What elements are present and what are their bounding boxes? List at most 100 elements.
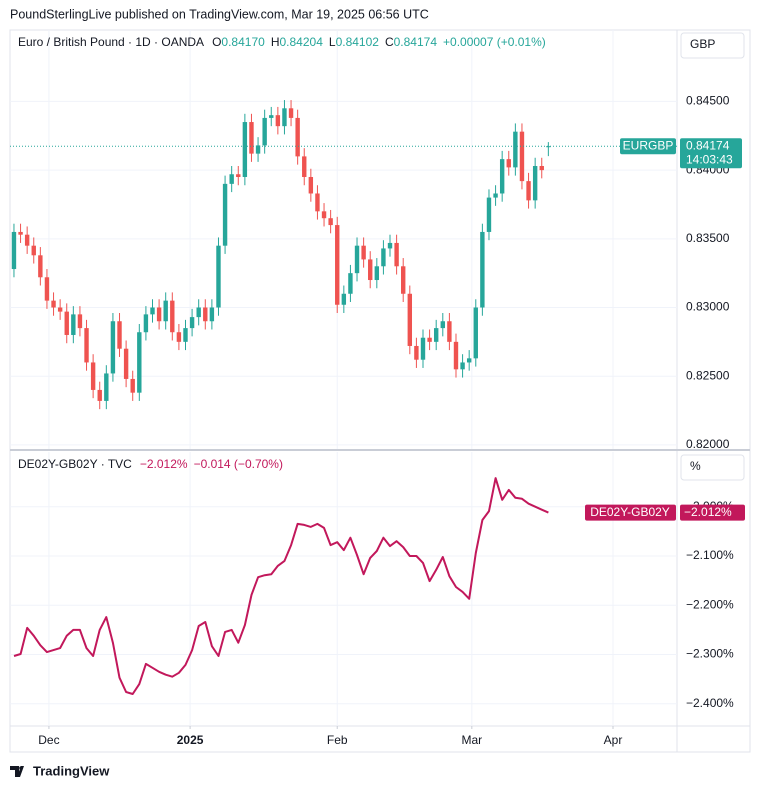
candle-body	[38, 255, 43, 278]
candle-body	[506, 159, 511, 168]
y-tick-label: 0.82000	[686, 437, 730, 451]
value-tag: −2.012%	[684, 505, 732, 519]
candle-body	[335, 225, 340, 305]
symbol-tag: EURGBP	[623, 138, 674, 152]
candle-body	[31, 245, 36, 256]
candle-body	[11, 231, 17, 270]
x-tick-label: Dec	[38, 733, 59, 747]
symbol-tag-bg	[620, 138, 676, 155]
candle-body	[170, 300, 175, 333]
ohlc-value: 0.84174	[394, 35, 438, 49]
candle-body	[539, 166, 544, 171]
candle-body	[321, 211, 327, 219]
candle-body	[275, 115, 281, 127]
value-tag-bg	[680, 504, 745, 521]
candle-body	[374, 266, 380, 281]
candle-body	[282, 108, 287, 127]
pane-title: Euro / British Pound · 1D · OANDA O0.8417…	[18, 35, 546, 49]
x-tick-label: Apr	[604, 733, 623, 747]
change: −0.014 (−0.70%)	[194, 457, 283, 471]
candle-body	[249, 122, 254, 154]
candle-body	[229, 174, 234, 184]
candle-body	[546, 146, 551, 148]
candle-body	[156, 307, 162, 322]
candle-body	[453, 341, 459, 370]
candle-body	[427, 337, 432, 342]
candle-body	[486, 197, 492, 232]
candle-body	[104, 373, 109, 401]
ohlc-value: 0.84170	[221, 35, 265, 49]
ohlc-value: 0.84102	[336, 35, 380, 49]
logo-dot	[19, 766, 23, 770]
price-tag: 0.84174	[686, 138, 730, 152]
candle-body	[117, 321, 122, 349]
candle-body	[401, 266, 406, 294]
candle-body	[407, 293, 413, 346]
candle-body	[447, 321, 452, 342]
candle-body	[97, 389, 102, 401]
candle-body	[51, 300, 56, 308]
candle-body	[176, 332, 182, 342]
candle-body	[143, 314, 149, 333]
candle-body	[348, 273, 353, 294]
candle-body	[499, 159, 505, 194]
frame	[9, 29, 751, 753]
candle-body	[387, 242, 393, 249]
candle-body	[361, 245, 366, 260]
candle-body	[473, 307, 478, 359]
ohlc-key: C	[385, 35, 394, 49]
candle-body	[308, 176, 314, 194]
ohlc-key: L	[329, 35, 336, 49]
candle-body	[71, 314, 76, 335]
candle-body	[90, 362, 96, 390]
candle-body	[315, 193, 320, 212]
candle-body	[236, 174, 241, 177]
x-tick-label: 2025	[177, 733, 204, 747]
candle-body	[526, 181, 531, 201]
symbol: Euro / British Pound · 1D · OANDA	[18, 35, 204, 49]
y-tick-label: 0.83500	[686, 231, 730, 245]
candle-body	[341, 293, 347, 305]
candle-body	[255, 145, 261, 154]
caption: PoundSterlingLive published on TradingVi…	[10, 7, 429, 21]
scale-button	[680, 32, 745, 59]
candle-body	[196, 307, 201, 318]
candle-body	[18, 231, 23, 235]
candle-body	[183, 328, 188, 342]
candle-body	[460, 362, 465, 370]
ohlc-key: O	[212, 35, 221, 49]
series-tag-bg	[585, 504, 676, 521]
ohlc-key: H	[271, 35, 280, 49]
candle-body	[137, 332, 142, 393]
candle-body	[414, 345, 419, 360]
candle-body	[519, 131, 525, 182]
y-tick-label: −2.200%	[686, 597, 734, 611]
candle-body	[130, 378, 135, 393]
candle-body	[216, 245, 221, 308]
x-tick-label: Feb	[327, 733, 348, 747]
candle-body	[203, 307, 208, 322]
candle-body	[433, 328, 439, 342]
candle-body	[381, 248, 386, 267]
candle-body	[110, 321, 116, 374]
candle-body	[493, 193, 498, 198]
candle-body	[24, 234, 30, 246]
y-tick-label: 0.83000	[686, 300, 730, 314]
candle-body	[262, 117, 267, 146]
candle-body	[269, 115, 274, 118]
candle-body	[394, 242, 399, 267]
candle-body	[288, 108, 294, 118]
candle-body	[440, 321, 445, 329]
candle-body	[480, 231, 485, 308]
symbol: DE02Y-GB02Y · TVC	[18, 457, 132, 471]
candle-body	[57, 307, 63, 312]
y-tick-label: 0.82500	[686, 368, 730, 382]
pane-title: DE02Y-GB02Y · TVC −2.012% −0.014 (−0.70%)	[18, 457, 283, 471]
candle-body	[420, 337, 426, 360]
candle-body	[242, 122, 248, 177]
candle-body	[77, 314, 83, 329]
candle-body	[150, 307, 155, 315]
price-tag-bg	[680, 138, 742, 169]
candle-body	[513, 131, 518, 168]
